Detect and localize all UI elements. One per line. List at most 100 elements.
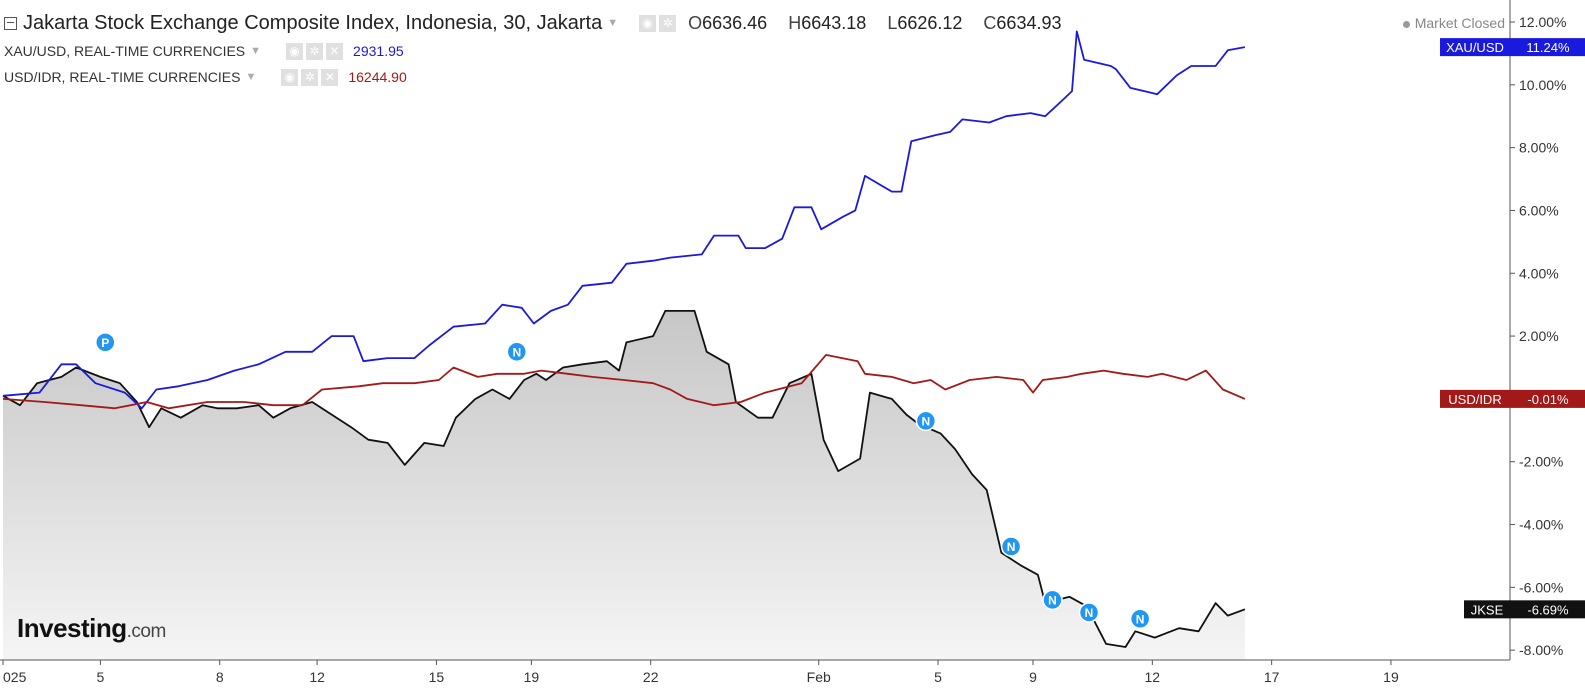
x-tick-label: 19 (524, 669, 540, 685)
news-marker[interactable]: N (1078, 602, 1100, 623)
eye-icon[interactable]: ◉ (286, 42, 304, 60)
marker-circle (915, 410, 937, 432)
y-tick-label: 12.00% (1519, 14, 1566, 30)
series-line-xauusd[interactable] (2, 30, 1246, 410)
gear-icon[interactable]: ✲ (301, 68, 319, 86)
ohlc-low-key: L (887, 12, 898, 33)
news-marker[interactable]: N (1042, 589, 1063, 611)
market-status-text: Market Closed (1414, 15, 1505, 31)
news-marker[interactable]: N (506, 341, 528, 363)
ohlc-readout: O6636.46 H6643.18 L6626.12 C6634.93 (686, 13, 1075, 34)
news-marker[interactable]: N (915, 410, 937, 432)
ohlc-high-value: 6643.18 (801, 12, 867, 33)
x-tick-label: 025 (3, 669, 27, 685)
news-marker[interactable]: N (1129, 608, 1151, 630)
marker-circle (506, 341, 528, 363)
chart-title: Jakarta Stock Exchange Composite Index, … (23, 11, 603, 34)
y-axis: 12.00% 10.00% 8.00% 6.00% 4.00% 2.00% -2.00% -4… (1440, 0, 1585, 660)
marker-circle (1042, 589, 1063, 611)
y-tick-label: -4.00% (1519, 517, 1563, 533)
series-line-usdidr[interactable] (2, 354, 1246, 410)
series-value-bg (1510, 600, 1585, 619)
ohlc-high-key: H (788, 12, 802, 33)
marker-circle (95, 332, 116, 353)
last-value-tag-jkse: JKSE -6.69% (1464, 600, 1585, 619)
marker-label: N (1085, 606, 1094, 620)
news-marker[interactable]: N (1000, 536, 1022, 557)
series-tag-name: USD/IDR (1448, 392, 1501, 407)
eye-icon[interactable]: ◉ (639, 14, 657, 32)
series-tag-bg (1440, 38, 1510, 57)
ohlc-close-key: C (983, 12, 997, 33)
y-tick-label: 10.00% (1519, 77, 1566, 93)
series-tag-bg (1440, 389, 1510, 408)
y-tick-label: -2.00% (1519, 454, 1563, 470)
last-value-tag-usdidr: USD/IDR -0.01% (1440, 389, 1585, 408)
series-line-jkse[interactable] (2, 310, 1246, 648)
legend-row-usdidr: USD/IDR, REAL-TIME CURRENCIES ▼ ◉ ✲ ✕ 16… (4, 64, 1076, 90)
chevron-down-icon[interactable]: ▼ (250, 45, 262, 57)
close-icon[interactable]: ✕ (326, 42, 344, 60)
series-last-value: -0.01% (1527, 392, 1569, 407)
x-tick-label: 19 (1383, 669, 1399, 685)
x-tick-label: 17 (1264, 669, 1280, 685)
marker-label: N (922, 414, 931, 428)
marker-circle (1129, 608, 1151, 630)
y-tick-label: 6.00% (1519, 202, 1559, 218)
x-tick-label: 5 (934, 669, 942, 685)
x-axis: 025 5 8 12 15 19 22 Feb 5 9 12 17 19 (0, 659, 1510, 685)
series-value-bg (1510, 389, 1585, 408)
brand-name: Investing (17, 613, 127, 643)
brand-suffix: .com (126, 621, 167, 642)
x-tick-label: 15 (429, 669, 445, 685)
series-tag-name: XAU/USD (1446, 40, 1504, 55)
marker-label: N (512, 345, 521, 359)
series-last-value: -6.69% (1527, 602, 1569, 617)
series-area-jkse (3, 310, 1245, 660)
marker-label: N (1136, 612, 1145, 626)
y-tick-label: -6.00% (1519, 579, 1563, 595)
ohlc-close-value: 6634.93 (996, 12, 1062, 33)
y-tick-label: 4.00% (1519, 265, 1559, 281)
y-tick-label: -8.00% (1519, 642, 1563, 658)
x-tick-label: 8 (216, 669, 224, 685)
legend-controls-usdidr: ◉ ✲ ✕ (278, 68, 339, 86)
collapse-icon[interactable] (4, 16, 17, 30)
chevron-down-icon[interactable]: ▼ (245, 71, 257, 83)
y-tick-label: 2.00% (1519, 328, 1559, 344)
legend: Jakarta Stock Exchange Composite Index, … (4, 8, 1076, 90)
x-tick-label: 12 (1145, 669, 1161, 685)
x-tick-label: 9 (1029, 669, 1037, 685)
legend-value-xauusd: 2931.95 (353, 43, 404, 59)
plot-area (2, 30, 1246, 660)
marker-label: P (101, 336, 109, 350)
x-tick-label: 12 (309, 669, 325, 685)
x-tick-label: Feb (807, 669, 831, 685)
series-last-value: 11.24% (1526, 40, 1570, 55)
event-marker-p[interactable]: P (95, 332, 116, 353)
market-status: Market Closed (1402, 15, 1505, 31)
y-tick-label: 8.00% (1519, 140, 1559, 156)
legend-label-xauusd: XAU/USD, REAL-TIME CURRENCIES (4, 43, 246, 59)
eye-icon[interactable]: ◉ (281, 68, 299, 86)
series-tag-bg (1464, 600, 1510, 619)
legend-value-usdidr: 16244.90 (348, 69, 407, 85)
marker-label: N (1048, 593, 1057, 607)
last-value-tag-xauusd: XAU/USD 11.24% (1440, 38, 1585, 57)
legend-controls-xauusd: ◉ ✲ ✕ (283, 42, 344, 60)
marker-circle (1000, 536, 1022, 557)
series-value-bg (1510, 38, 1585, 57)
ohlc-open-value: 6636.46 (702, 12, 768, 33)
ohlc-open-key: O (688, 12, 703, 33)
gear-icon[interactable]: ✲ (659, 14, 677, 32)
legend-label-usdidr: USD/IDR, REAL-TIME CURRENCIES (4, 69, 241, 85)
gear-icon[interactable]: ✲ (306, 42, 324, 60)
chevron-down-icon[interactable]: ▼ (607, 17, 619, 29)
series-tag-name: JKSE (1471, 602, 1504, 617)
news-markers: P N N N N N N (95, 332, 1151, 630)
close-icon[interactable]: ✕ (321, 68, 339, 86)
main-series-controls: ◉ ✲ (636, 14, 677, 32)
marker-circle (1078, 602, 1100, 623)
x-tick-label: 22 (643, 669, 659, 685)
